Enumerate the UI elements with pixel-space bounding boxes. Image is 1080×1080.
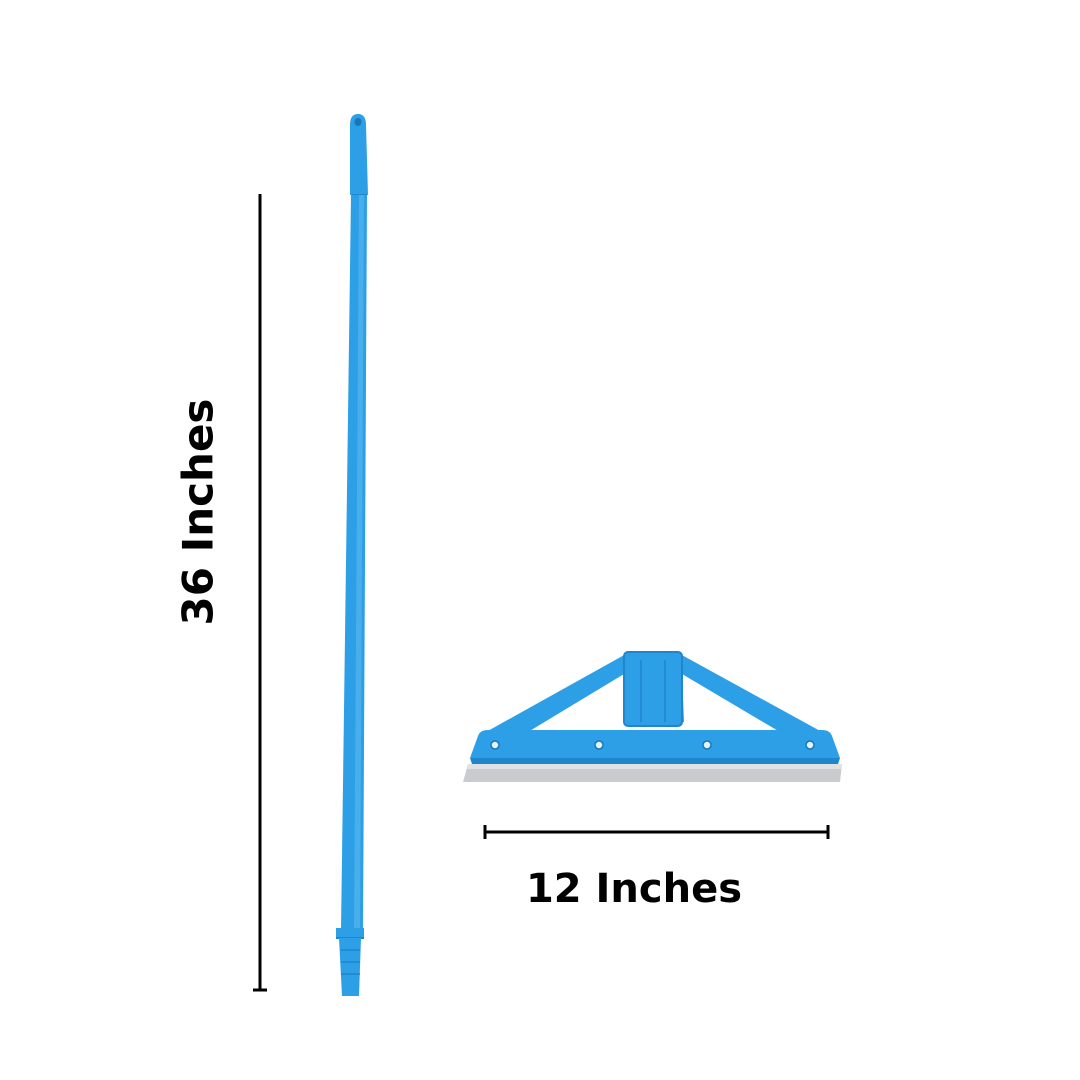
squeegee-handle	[336, 114, 368, 996]
width-measurement-line	[483, 825, 830, 839]
width-dimension-label: 12 Inches	[525, 866, 743, 912]
height-measurement-line	[253, 194, 267, 992]
squeegee-head	[463, 651, 842, 782]
height-dimension-label: 36 Inches	[173, 398, 223, 626]
